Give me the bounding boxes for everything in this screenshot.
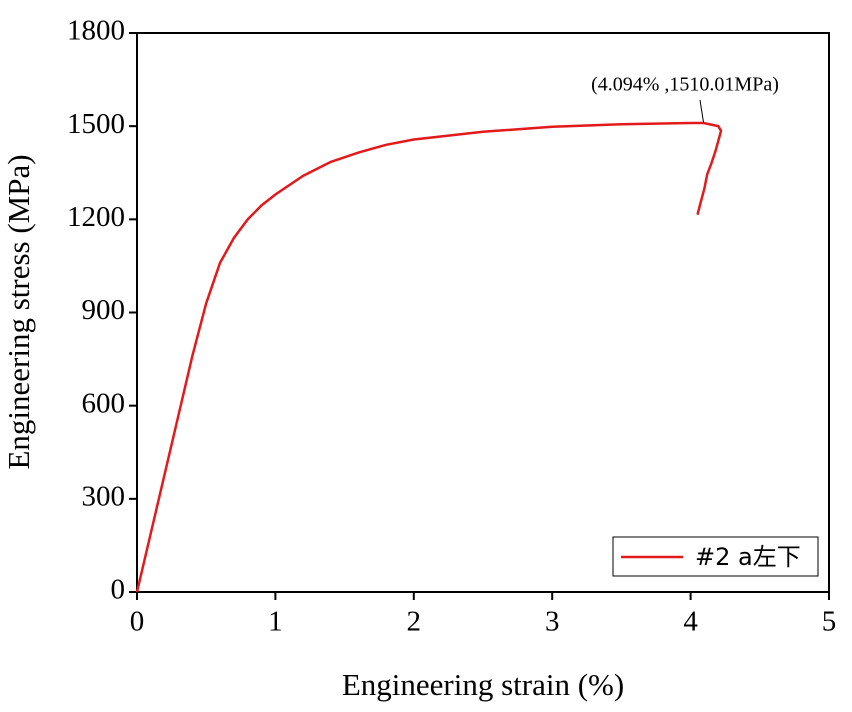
- x-axis-label: Engineering strain (%): [342, 667, 624, 702]
- y-tick-label: 0: [111, 574, 126, 606]
- x-tick-label: 5: [822, 606, 837, 638]
- x-tick-label: 2: [407, 606, 422, 638]
- x-tick-label: 3: [545, 606, 560, 638]
- y-tick-label: 1200: [67, 201, 125, 233]
- annotation: (4.094% ,1510.01MPa): [591, 74, 779, 96]
- x-tick-label: 1: [268, 606, 283, 638]
- annotation-leader: [699, 99, 705, 124]
- y-tick-label: 300: [82, 480, 126, 512]
- data-line: [135, 121, 723, 593]
- y-tick-label: 600: [82, 387, 126, 419]
- legend-label: #2 a左下: [695, 543, 801, 571]
- y-tick-label: 1500: [67, 108, 125, 140]
- x-tick-label: 4: [683, 606, 698, 638]
- x-tick-label: 0: [130, 606, 145, 638]
- plot-frame: [136, 32, 830, 593]
- y-tick-label: 900: [82, 294, 126, 326]
- y-axis-label: Engineering stress (MPa): [1, 154, 36, 469]
- y-tick-label: 1800: [67, 15, 125, 47]
